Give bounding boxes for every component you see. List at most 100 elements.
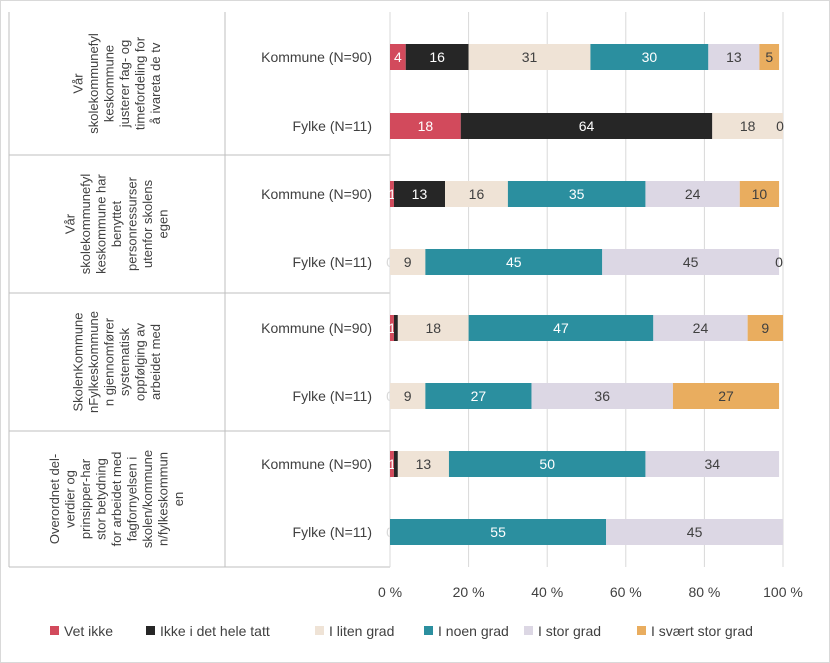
bar-segment <box>468 44 591 70</box>
bar-segment <box>645 451 780 477</box>
data-label: 4 <box>394 49 402 65</box>
legend-label: I noen grad <box>438 623 509 639</box>
data-label: 0 <box>775 254 783 270</box>
bar-segment <box>390 113 461 139</box>
bar-segment <box>393 451 398 477</box>
bar-segment <box>712 113 783 139</box>
legend-label: I svært stor grad <box>651 623 753 639</box>
group-label-line: arbeidet med <box>148 324 163 400</box>
bar-segment <box>606 519 783 545</box>
data-label: 16 <box>469 186 485 202</box>
data-label: 45 <box>683 254 699 270</box>
bar-segment <box>390 44 406 70</box>
data-label: 18 <box>418 118 434 134</box>
data-label: 1 <box>388 186 396 202</box>
group-label-line: benyttet <box>109 200 124 247</box>
data-label: 10 <box>752 186 768 202</box>
group-label-line: egen <box>156 210 171 239</box>
bar-segment <box>445 181 508 207</box>
row-label: Kommune (N=90) <box>261 320 372 336</box>
group-label-line: SkolenKommune <box>70 313 85 412</box>
x-tick-label: 0 % <box>378 584 402 600</box>
data-label: 27 <box>471 388 487 404</box>
bar-segment <box>602 249 780 275</box>
group-label-line: systematisk <box>117 328 132 396</box>
bar-segment <box>468 315 654 341</box>
group-label-line: nFylkeskommune <box>86 311 101 413</box>
data-label: 36 <box>594 388 610 404</box>
bar-segment <box>425 249 603 275</box>
group-label-line: keskommune har <box>94 173 109 273</box>
data-label: 1 <box>388 320 396 336</box>
data-label: 31 <box>522 49 538 65</box>
bar-segment <box>397 451 449 477</box>
data-label: 9 <box>404 254 412 270</box>
data-label: 45 <box>687 524 703 540</box>
bar-segment <box>672 383 780 409</box>
bar-segment <box>390 181 394 207</box>
group-label-line: n/fylkeskommun <box>156 452 171 546</box>
bar-segment <box>759 44 780 70</box>
group-label-line: å ivareta de tv <box>148 42 163 124</box>
group-label-line: en <box>171 492 186 506</box>
bar-segment <box>448 451 646 477</box>
bar-segment <box>590 44 709 70</box>
bar-segment <box>393 181 446 207</box>
group-label-line: for arbeidet med <box>109 452 124 547</box>
group-label-line: keskommune <box>101 45 116 122</box>
group-label-line: Vår <box>70 73 85 94</box>
group-label-line: Vår <box>63 213 78 234</box>
x-tick-label: 100 % <box>763 584 803 600</box>
data-label: 18 <box>740 118 756 134</box>
group-label-line: oppfølging av <box>132 322 147 401</box>
data-label: 18 <box>425 320 441 336</box>
bar-segment <box>645 181 740 207</box>
group-label-line: Overordnet del- <box>47 454 62 544</box>
bar-segment <box>405 44 469 70</box>
bar-segment <box>507 181 646 207</box>
row-label: Fylke (N=11) <box>293 388 372 404</box>
legend-swatch <box>50 626 59 635</box>
group-label-line: utenfor skolens <box>140 179 155 268</box>
group-label-line: verdier og <box>63 470 78 528</box>
row-label: Kommune (N=90) <box>261 49 372 65</box>
bar-segment <box>390 519 607 545</box>
group-label-3: SkolenKommunenFylkeskommunen gjennomføre… <box>70 311 163 413</box>
group-label-4: Overordnet del-verdier ogprinsipper-hars… <box>47 450 186 548</box>
group-label-line: skolen/kommune <box>140 450 155 548</box>
row-label: Fylke (N=11) <box>293 524 372 540</box>
group-label-line: fagfornyelsen i <box>125 457 140 542</box>
bar-segment <box>393 315 398 341</box>
bar-segment <box>390 383 426 409</box>
legend-label: Vet ikke <box>64 623 113 639</box>
group-label-line: skolekommunefyl <box>86 33 101 134</box>
x-tick-label: 40 % <box>531 584 563 600</box>
data-label: 9 <box>404 388 412 404</box>
data-label: 55 <box>490 524 506 540</box>
legend-swatch <box>424 626 433 635</box>
bar-segment <box>708 44 760 70</box>
group-label-line: personressurser <box>125 176 140 271</box>
data-label: 1 <box>388 456 396 472</box>
legend-label: I stor grad <box>538 623 601 639</box>
data-label: 50 <box>539 456 555 472</box>
data-label: 13 <box>412 186 428 202</box>
row-label: Fylke (N=11) <box>293 118 372 134</box>
data-label: 47 <box>553 320 569 336</box>
row-label: Kommune (N=90) <box>261 456 372 472</box>
data-label: 30 <box>642 49 658 65</box>
data-label: 0 <box>776 118 784 134</box>
bar-segment <box>390 249 426 275</box>
data-label: 45 <box>506 254 522 270</box>
data-label: 16 <box>429 49 445 65</box>
bar-segment <box>390 315 394 341</box>
x-tick-label: 80 % <box>688 584 720 600</box>
row-label: Fylke (N=11) <box>293 254 372 270</box>
data-label: 64 <box>579 118 595 134</box>
x-tick-label: 60 % <box>610 584 642 600</box>
data-label: 24 <box>693 320 709 336</box>
group-label-line: n gjennomfører <box>101 317 116 406</box>
group-label-line: skolekommunefyl <box>78 174 93 275</box>
